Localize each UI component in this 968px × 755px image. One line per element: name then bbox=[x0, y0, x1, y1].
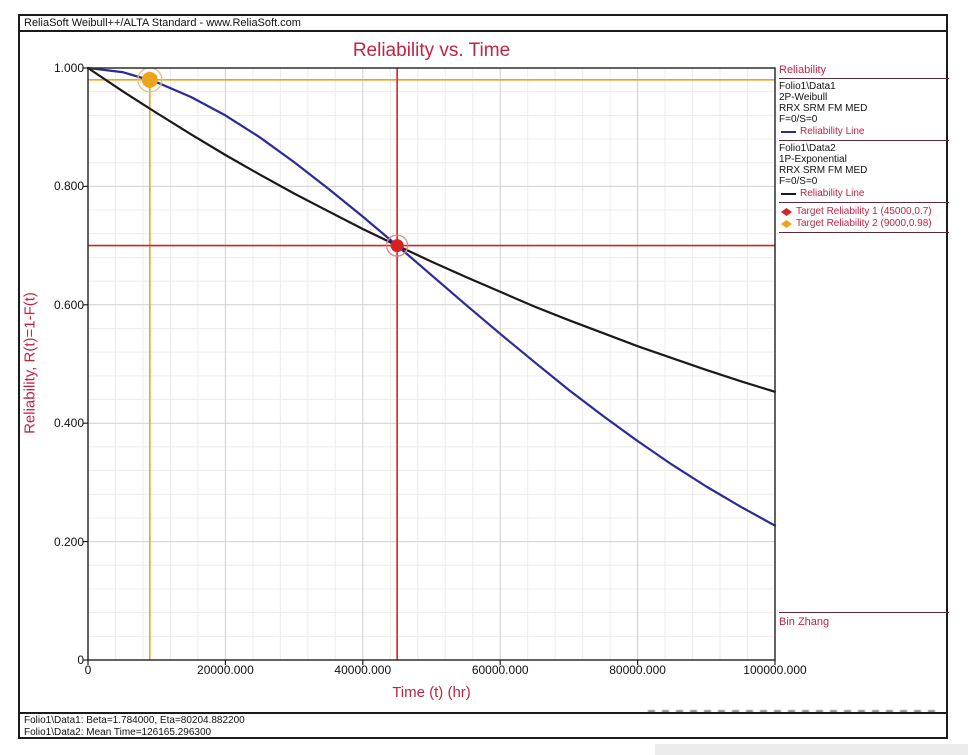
y-tick-label: 0.600 bbox=[53, 297, 84, 312]
footer-line-data1: Folio1\Data1: Beta=1.784000, Eta=80204.8… bbox=[24, 715, 245, 726]
legend-line-label: Reliability Line bbox=[800, 126, 865, 137]
x-tick-label: 40000.000 bbox=[334, 663, 392, 677]
legend-source: Folio1\Data1 bbox=[779, 81, 836, 92]
legend-target-label: Target Reliability 2 (9000,0.98) bbox=[796, 218, 932, 229]
author-box: Bin Zhang bbox=[779, 612, 949, 628]
legend-line-entry-weibull: Reliability Line bbox=[779, 125, 949, 139]
weibull-line-swatch-icon bbox=[781, 131, 796, 133]
legend-target-label: Target Reliability 1 (45000,0.7) bbox=[796, 206, 932, 217]
bottom-gray-strip bbox=[655, 744, 968, 755]
legend-failures: F=0/S=0 bbox=[779, 176, 818, 187]
legend-target-2: Target Reliability 2 (9000,0.98) bbox=[779, 218, 949, 233]
plot-area[interactable] bbox=[83, 66, 777, 665]
author-name: Bin Zhang bbox=[779, 616, 830, 628]
footer-line-data2: Folio1\Data2: Mean Time=126165.296300 bbox=[24, 727, 212, 738]
legend-method: RRX SRM FM MED bbox=[779, 103, 868, 114]
x-tick-label: 100000.000 bbox=[743, 663, 807, 677]
legend-line-label: Reliability Line bbox=[800, 188, 865, 199]
legend-header: Reliability bbox=[779, 64, 949, 79]
x-tick-label: 0 bbox=[84, 663, 92, 677]
legend-group-data2: Folio1\Data2 1P-Exponential RRX SRM FM M… bbox=[779, 141, 949, 203]
y-tick-label: 0 bbox=[77, 653, 84, 667]
x-tick-label: 60000.000 bbox=[471, 663, 529, 677]
y-tick-label: 0.800 bbox=[53, 179, 84, 194]
x-tick-label: 20000.000 bbox=[197, 663, 254, 677]
window-title-text: ReliaSoft Weibull++/ALTA Standard - www.… bbox=[24, 17, 301, 29]
x-axis-label: Time (t) (hr) bbox=[392, 684, 471, 701]
legend-group-data1: Folio1\Data1 2P-Weibull RRX SRM FM MED F… bbox=[779, 79, 949, 141]
target2-marker-icon bbox=[781, 220, 792, 228]
y-tick-label: 0.400 bbox=[53, 416, 84, 431]
exponential-line-swatch-icon bbox=[781, 193, 796, 195]
target1-marker-icon bbox=[781, 208, 792, 216]
legend-failures: F=0/S=0 bbox=[779, 114, 818, 125]
legend-model: 1P-Exponential bbox=[779, 154, 847, 165]
reliability-plot-canvas[interactable] bbox=[83, 66, 777, 665]
results-footer: Folio1\Data1: Beta=1.784000, Eta=80204.8… bbox=[18, 712, 948, 739]
y-tick-label: 0.200 bbox=[53, 534, 84, 549]
x-tick-label: 80000.000 bbox=[609, 663, 666, 677]
legend-source: Folio1\Data2 bbox=[779, 143, 836, 154]
legend-target-1: Target Reliability 1 (45000,0.7) bbox=[779, 203, 949, 218]
y-tick-label: 1.000 bbox=[53, 61, 84, 75]
legend-model: 2P-Weibull bbox=[779, 92, 828, 103]
legend-panel: Reliability Folio1\Data1 2P-Weibull RRX … bbox=[779, 64, 949, 233]
y-axis-label: Reliability, R(t)=1-F(t) bbox=[21, 292, 39, 434]
legend-method: RRX SRM FM MED bbox=[779, 165, 868, 176]
legend-line-entry-exponential: Reliability Line bbox=[779, 187, 949, 201]
chart-title: Reliability vs. Time bbox=[352, 40, 511, 61]
